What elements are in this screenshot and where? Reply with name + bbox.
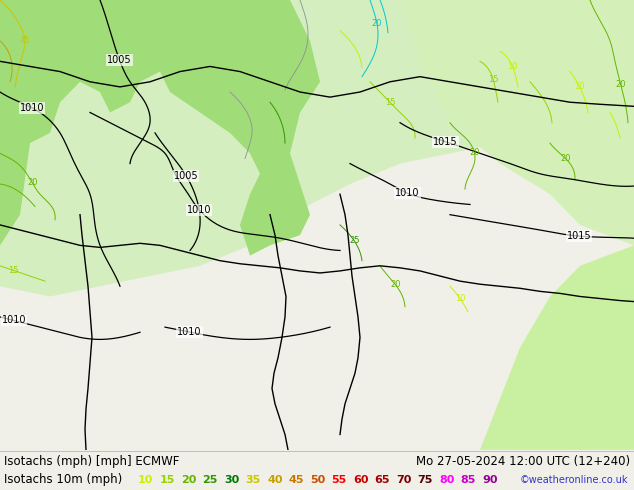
Text: 15: 15 (8, 266, 19, 275)
Text: 40: 40 (267, 475, 283, 485)
Text: 45: 45 (20, 36, 30, 45)
Text: 10: 10 (574, 82, 585, 91)
Text: 1010: 1010 (187, 205, 212, 215)
Text: Mo 27-05-2024 12:00 UTC (12+240): Mo 27-05-2024 12:00 UTC (12+240) (416, 455, 630, 468)
Text: 15: 15 (160, 475, 175, 485)
Text: 15: 15 (385, 98, 396, 107)
Text: 30: 30 (224, 475, 239, 485)
Text: 1005: 1005 (174, 171, 198, 181)
Text: 55: 55 (332, 475, 347, 485)
Text: 20: 20 (181, 475, 197, 485)
Text: 10: 10 (507, 62, 518, 72)
Text: 70: 70 (396, 475, 411, 485)
Polygon shape (480, 245, 634, 450)
Text: 10: 10 (138, 475, 153, 485)
Text: 60: 60 (353, 475, 368, 485)
Text: 85: 85 (460, 475, 476, 485)
Text: 1005: 1005 (107, 55, 132, 65)
Polygon shape (400, 0, 634, 245)
Text: 20: 20 (469, 148, 479, 157)
Text: Isotachs (mph) [mph] ECMWF: Isotachs (mph) [mph] ECMWF (4, 455, 179, 468)
Text: 1010: 1010 (2, 316, 26, 325)
Text: 75: 75 (418, 475, 433, 485)
Text: 50: 50 (310, 475, 325, 485)
Text: ©weatheronline.co.uk: ©weatheronline.co.uk (519, 475, 628, 485)
Text: 1010: 1010 (178, 327, 202, 337)
Text: 20: 20 (560, 154, 571, 163)
Polygon shape (0, 0, 210, 245)
Text: 20: 20 (27, 178, 37, 187)
Text: 25: 25 (349, 236, 359, 245)
Text: Isotachs 10m (mph): Isotachs 10m (mph) (4, 473, 122, 487)
Text: 65: 65 (375, 475, 390, 485)
Text: 1010: 1010 (395, 188, 420, 198)
Text: 20: 20 (390, 280, 401, 289)
Text: 15: 15 (488, 75, 498, 84)
Text: 1015: 1015 (433, 137, 458, 147)
Text: 45: 45 (288, 475, 304, 485)
Polygon shape (0, 0, 634, 296)
Text: 35: 35 (245, 475, 261, 485)
Text: 25: 25 (202, 475, 218, 485)
Text: 20: 20 (616, 80, 626, 89)
Text: 10: 10 (455, 294, 465, 303)
Text: 20: 20 (372, 19, 382, 28)
Polygon shape (155, 0, 320, 256)
Text: 90: 90 (482, 475, 498, 485)
Text: 1015: 1015 (567, 231, 592, 241)
Text: 80: 80 (439, 475, 455, 485)
Text: 1010: 1010 (20, 103, 44, 113)
